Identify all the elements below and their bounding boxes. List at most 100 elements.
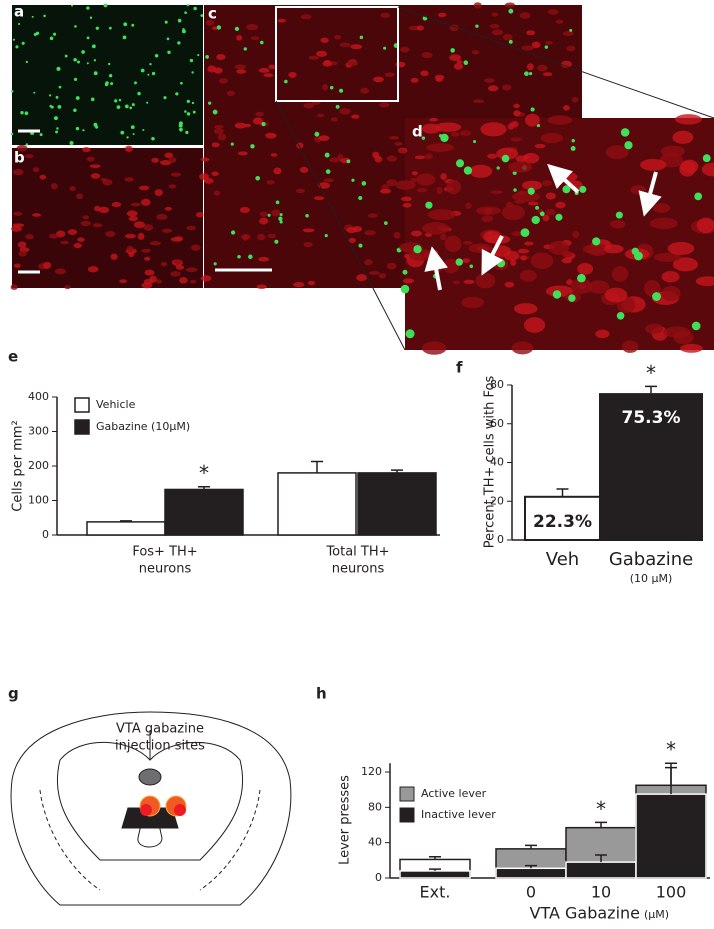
cell-red — [461, 296, 485, 309]
cell-red — [540, 132, 563, 144]
cell-red — [25, 234, 34, 240]
cell-red — [144, 256, 151, 261]
cell-green — [555, 213, 563, 221]
cell-red — [416, 25, 424, 31]
cell-green — [20, 111, 24, 115]
cell-red — [190, 279, 197, 284]
bar — [495, 867, 567, 879]
cell-green — [82, 129, 85, 132]
cell-green — [33, 32, 37, 37]
bar — [357, 472, 437, 536]
cell-red — [476, 206, 501, 216]
cell-red — [213, 67, 223, 74]
cell-green — [216, 25, 222, 30]
cell-red — [465, 202, 472, 209]
cell-red — [137, 232, 145, 240]
cell-green — [620, 128, 630, 137]
cell-green — [73, 77, 78, 82]
cell-green — [569, 28, 573, 32]
zoom-box — [275, 6, 399, 102]
cell-red — [87, 266, 99, 273]
cell-green — [53, 116, 58, 121]
cell-red — [661, 271, 680, 283]
cell-green — [95, 125, 99, 129]
cell-red — [143, 224, 154, 231]
cell-green — [402, 269, 408, 275]
y-axis-title: Percent TH+ cells with Fos — [483, 376, 498, 549]
cell-red — [82, 215, 90, 220]
x-tick-label: Ext. — [420, 883, 451, 902]
y-tick-label: 20 — [490, 494, 504, 507]
cell-green — [501, 154, 510, 163]
cell-red — [159, 159, 172, 166]
cell-red — [621, 340, 639, 353]
cell-green — [140, 68, 145, 73]
cell-red — [547, 9, 559, 15]
cell-green — [570, 146, 576, 151]
cell-green — [151, 136, 155, 141]
cell-green — [55, 130, 59, 134]
y-axis-title: Cells per mm² — [11, 420, 26, 511]
fiber-tract — [39, 789, 261, 891]
cell-green — [71, 4, 74, 7]
cell-red — [420, 70, 429, 77]
cell-red — [119, 279, 128, 283]
cell-green — [75, 96, 80, 100]
error-bar — [595, 854, 607, 863]
cell-red — [653, 252, 682, 262]
cell-red — [346, 227, 358, 234]
cell-green — [177, 41, 181, 45]
y-tick-label: 80 — [368, 800, 382, 813]
cell-green — [11, 90, 14, 93]
cell-red — [133, 221, 145, 229]
cell-red — [446, 179, 461, 195]
cell-red — [548, 240, 570, 255]
cell-green — [114, 99, 118, 103]
cell-red — [572, 230, 580, 238]
cell-green — [237, 255, 241, 259]
error-bar — [595, 821, 607, 828]
cell-red — [475, 272, 496, 289]
cell-red — [378, 273, 387, 279]
cell-red — [246, 23, 259, 31]
cell-green — [123, 22, 128, 27]
cell-red — [520, 255, 528, 261]
cell-red — [10, 284, 18, 291]
cell-red — [161, 228, 173, 233]
cell-red — [205, 19, 215, 26]
cell-green — [191, 101, 195, 105]
cell-red — [350, 114, 360, 119]
cell-red — [513, 110, 521, 117]
cell-red — [680, 159, 699, 174]
cell-green — [579, 185, 587, 193]
y-tick-label: 200 — [28, 459, 49, 472]
cell-green — [361, 181, 367, 186]
cell-green — [184, 11, 187, 15]
cell-green — [103, 3, 108, 8]
cell-green — [267, 213, 271, 217]
cell-red — [170, 172, 182, 177]
cell-red — [680, 343, 703, 353]
cell-green — [339, 88, 344, 93]
cell-green — [475, 24, 479, 28]
cell-green — [81, 50, 85, 54]
cell-red — [302, 228, 315, 233]
cell-red — [299, 166, 309, 173]
cell-green — [524, 71, 529, 77]
cell-red — [421, 51, 433, 59]
arrow — [481, 235, 504, 276]
cell-green — [615, 211, 623, 219]
cell-red — [510, 259, 517, 266]
cell-green — [197, 54, 200, 57]
error-bar — [391, 469, 403, 473]
cell-red — [213, 190, 221, 196]
cell-red — [105, 230, 116, 238]
panel-label: f — [456, 359, 463, 377]
cell-green — [89, 16, 93, 20]
annotation: * — [646, 361, 656, 385]
cell-green — [93, 71, 98, 76]
cell-red — [545, 192, 557, 200]
cell-red — [563, 30, 574, 36]
cell-red — [386, 179, 398, 187]
